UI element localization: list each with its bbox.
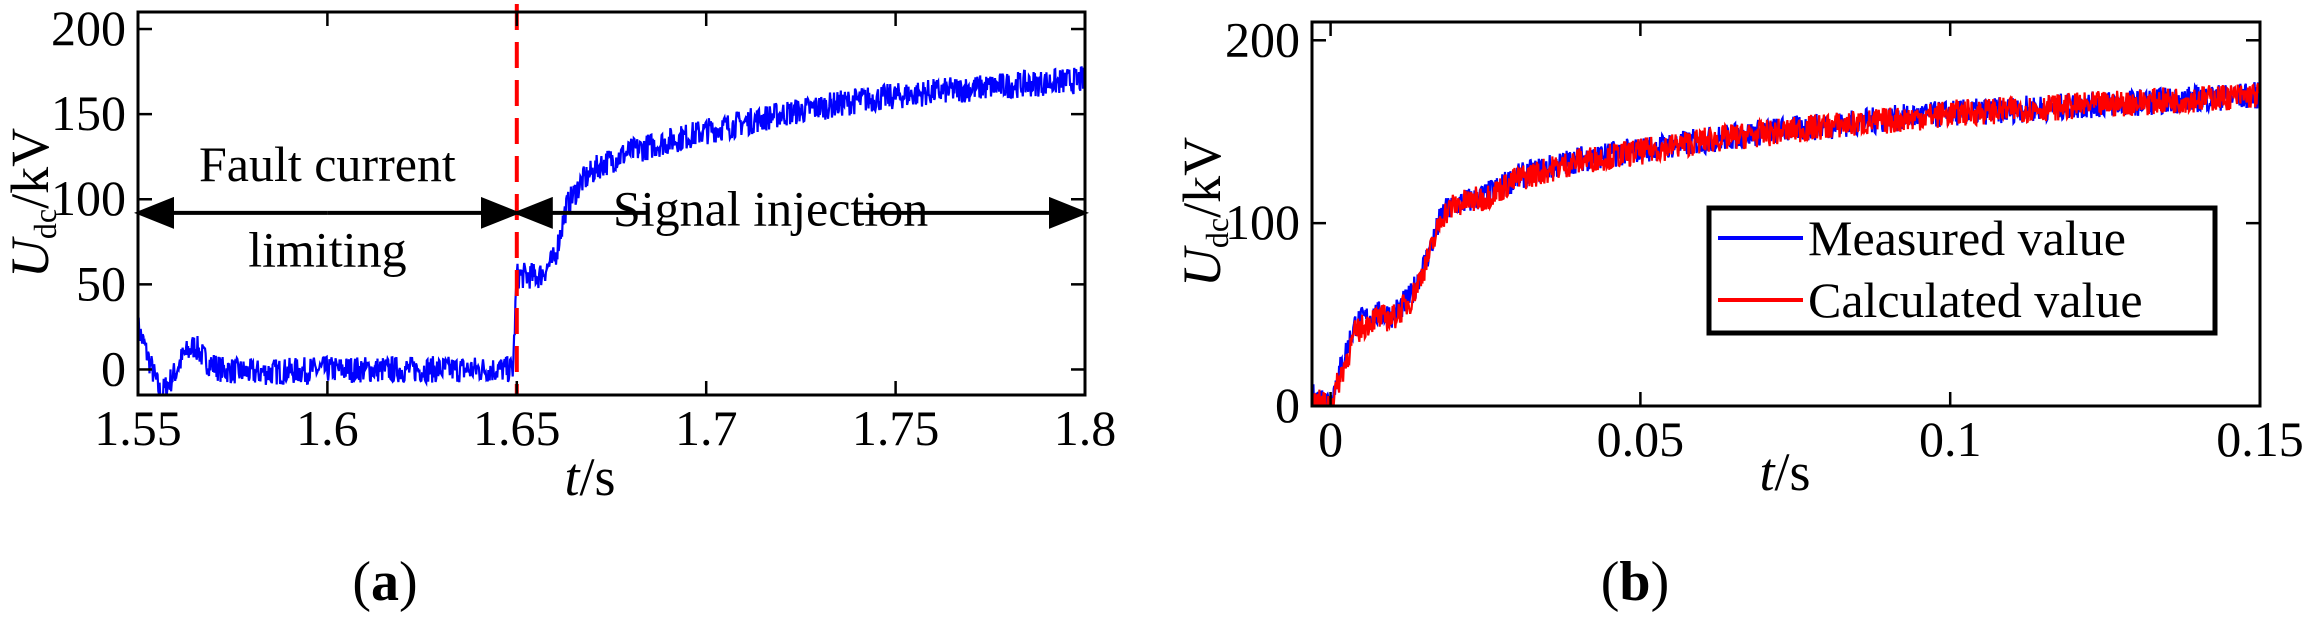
panel-a: 1.55 1.6 1.65 1.7 1.75 1.8 0 50 100 150 200 t/s U… (0, 0, 1116, 613)
panel-a-label: (a) (352, 551, 417, 613)
legend-calculated-label: Calculated value (1808, 272, 2143, 328)
y-tick-label: 100 (51, 170, 126, 226)
x-tick-label: 1.75 (852, 400, 940, 456)
y-tick-label: 0 (1275, 377, 1300, 433)
series-line-calculated-value (1312, 83, 2260, 406)
y-tick-label: 150 (51, 85, 126, 141)
panel-b-y-axis-label: Udc/kV (1172, 137, 1235, 287)
panel-b-x-axis-label: t/s (1759, 442, 1810, 502)
panel-a-x-axis-label: t/s (564, 447, 615, 507)
x-tick-label: 0.05 (1597, 411, 1685, 467)
panel-b-x-tick-labels: 0 0.05 0.1 0.15 (1318, 411, 2302, 467)
panel-a-plot-area (138, 4, 1085, 395)
y-tick-label: 100 (1225, 194, 1300, 250)
panel-b-y-tick-labels: 0 100 200 (1225, 11, 1300, 433)
panel-a-ticks (136, 12, 1087, 395)
panel-b-legend: Measured value Calculated value (1706, 205, 2218, 336)
x-tick-label: 1.7 (675, 400, 738, 456)
legend-box (1706, 205, 2218, 336)
panel-b-axes-frame (1310, 20, 2262, 408)
x-tick-label: 1.65 (473, 400, 561, 456)
panel-a-annotations: Fault current limiting Signal injection (199, 136, 928, 277)
panel-b-ticks (1312, 22, 2262, 408)
panel-a-x-tick-labels: 1.55 1.6 1.65 1.7 1.75 1.8 (94, 400, 1116, 456)
y-tick-label: 200 (51, 0, 126, 56)
y-tick-label: 50 (76, 255, 126, 311)
legend-measured-label: Measured value (1808, 210, 2126, 266)
x-tick-label: 1.8 (1054, 400, 1117, 456)
y-tick-label: 200 (1225, 11, 1300, 67)
panel-a-y-axis-label: Udc/kV (0, 128, 63, 278)
x-tick-label: 1.6 (296, 400, 359, 456)
panel-b-label: (b) (1601, 551, 1669, 613)
x-tick-label: 0.15 (2216, 411, 2302, 467)
y-tick-label: 0 (101, 340, 126, 396)
annotation-text: Signal injection (613, 180, 928, 236)
annotation-text: limiting (248, 221, 406, 277)
panel-a-y-tick-labels: 0 50 100 150 200 (51, 0, 126, 396)
series-line-udc (138, 66, 1085, 395)
panel-a-axes-frame (136, 10, 1087, 397)
panel-b-plot-area (1312, 81, 2260, 406)
panel-b: 0 0.05 0.1 0.15 0 100 200 t/s Udc/kV Measured… (1172, 11, 2302, 613)
annotation-text: Fault current (199, 136, 456, 192)
x-tick-label: 0.1 (1919, 411, 1982, 467)
x-tick-label: 1.55 (94, 400, 182, 456)
x-tick-label: 0 (1318, 411, 1343, 467)
